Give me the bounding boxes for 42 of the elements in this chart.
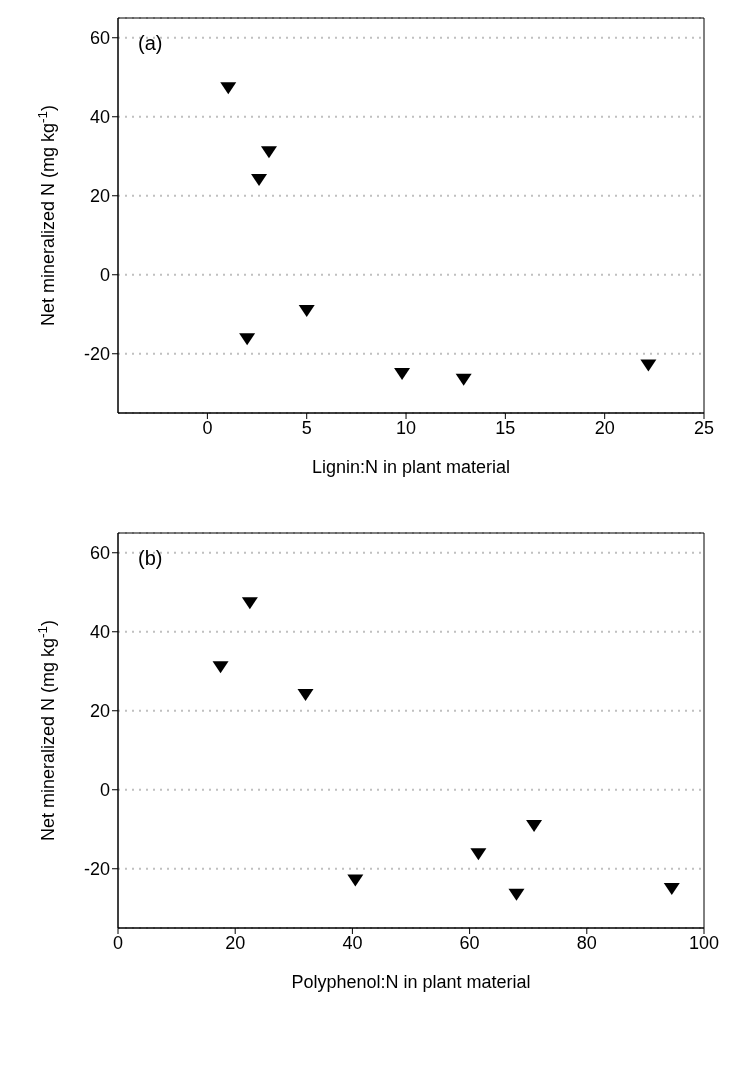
y-tick-label: 60	[89, 28, 110, 49]
x-tick-label: 80	[576, 932, 597, 953]
point	[241, 597, 258, 610]
x-tick-label: 0	[112, 932, 124, 953]
x-tick-label: 40	[342, 932, 363, 953]
point	[212, 661, 229, 674]
y-tick-label: -20	[83, 859, 110, 880]
x-tick-label: 10	[396, 417, 417, 438]
x-tick-label: 25	[693, 417, 715, 438]
point	[298, 305, 315, 318]
point	[251, 173, 268, 186]
x-axis-title: Lignin:N in plant material	[311, 457, 511, 477]
point	[508, 888, 525, 901]
x-tick-label: 20	[594, 417, 615, 438]
x-tick-label: 100	[688, 932, 720, 953]
x-tick-label: 0	[202, 417, 213, 438]
y-tick-label: 0	[99, 780, 110, 801]
y-tick-label: 60	[89, 543, 110, 564]
point	[526, 820, 543, 833]
point	[220, 82, 237, 95]
point	[640, 359, 657, 372]
x-tick-label: 20	[225, 932, 246, 953]
y-tick-label: 40	[89, 107, 110, 128]
y-tick-label: 20	[89, 701, 110, 722]
point	[239, 333, 256, 346]
point	[663, 882, 680, 895]
x-axis-title: Polyphenol:N in plant material	[291, 972, 531, 992]
annotation: (b)	[138, 547, 163, 570]
point	[260, 146, 277, 159]
point	[347, 874, 364, 887]
x-tick-label: 15	[495, 417, 516, 438]
y-tick-label: 0	[99, 265, 110, 286]
annotation: (a)	[138, 32, 163, 55]
y-tick-label: -20	[83, 344, 110, 365]
point	[297, 688, 314, 701]
x-tick-label: 60	[459, 932, 480, 953]
x-tick-label: 5	[301, 417, 312, 438]
y-tick-label: 20	[89, 186, 110, 207]
point	[455, 373, 472, 386]
y-tick-label: 40	[89, 622, 110, 643]
point	[470, 848, 487, 861]
point	[394, 367, 411, 380]
